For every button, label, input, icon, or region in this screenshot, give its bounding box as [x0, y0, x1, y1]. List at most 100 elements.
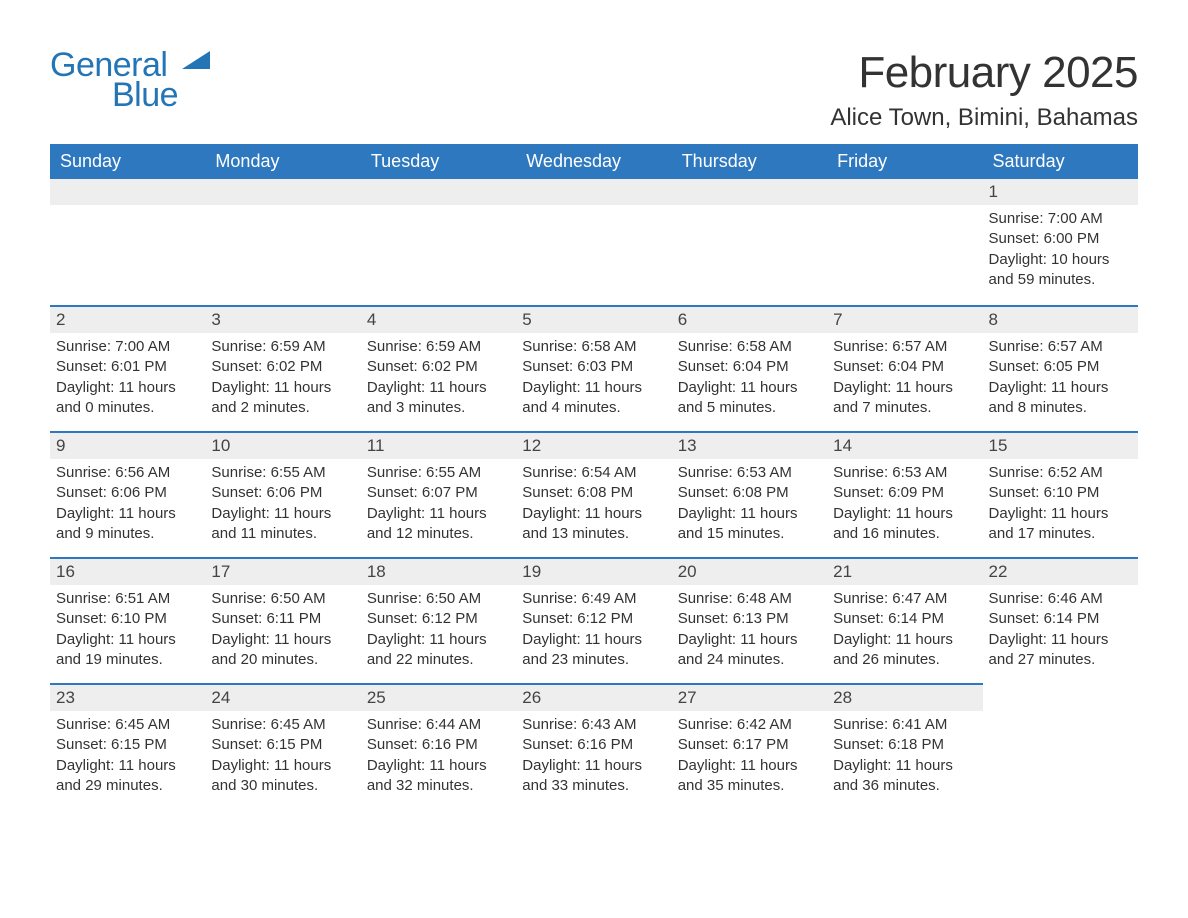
day-number: 24 [205, 683, 360, 711]
calendar-cell: 13Sunrise: 6:53 AMSunset: 6:08 PMDayligh… [672, 431, 827, 557]
month-title: February 2025 [830, 48, 1138, 98]
header: General Blue February 2025 Alice Town, B… [50, 48, 1138, 132]
day-number: 1 [983, 179, 1138, 205]
day-details: Sunrise: 6:53 AMSunset: 6:08 PMDaylight:… [672, 459, 827, 550]
day-number: 15 [983, 431, 1138, 459]
day-number: 8 [983, 305, 1138, 333]
day-number: 7 [827, 305, 982, 333]
calendar-cell: 18Sunrise: 6:50 AMSunset: 6:12 PMDayligh… [361, 557, 516, 683]
day-details: Sunrise: 6:41 AMSunset: 6:18 PMDaylight:… [827, 711, 982, 802]
day-number: 27 [672, 683, 827, 711]
day-details: Sunrise: 6:43 AMSunset: 6:16 PMDaylight:… [516, 711, 671, 802]
day-details: Sunrise: 6:50 AMSunset: 6:12 PMDaylight:… [361, 585, 516, 676]
logo-blue: Blue [112, 78, 178, 114]
calendar-cell: 8Sunrise: 6:57 AMSunset: 6:05 PMDaylight… [983, 305, 1138, 431]
calendar-cell: 5Sunrise: 6:58 AMSunset: 6:03 PMDaylight… [516, 305, 671, 431]
dow-header: Saturday [983, 144, 1138, 179]
calendar-cell: 15Sunrise: 6:52 AMSunset: 6:10 PMDayligh… [983, 431, 1138, 557]
day-number: 21 [827, 557, 982, 585]
dow-header: Monday [205, 144, 360, 179]
calendar-cell: 25Sunrise: 6:44 AMSunset: 6:16 PMDayligh… [361, 683, 516, 809]
calendar-cell: 22Sunrise: 6:46 AMSunset: 6:14 PMDayligh… [983, 557, 1138, 683]
day-details: Sunrise: 6:55 AMSunset: 6:07 PMDaylight:… [361, 459, 516, 550]
day-number: 23 [50, 683, 205, 711]
calendar-cell [361, 179, 516, 305]
day-details: Sunrise: 6:54 AMSunset: 6:08 PMDaylight:… [516, 459, 671, 550]
dow-header: Friday [827, 144, 982, 179]
day-details: Sunrise: 6:56 AMSunset: 6:06 PMDaylight:… [50, 459, 205, 550]
calendar-cell: 26Sunrise: 6:43 AMSunset: 6:16 PMDayligh… [516, 683, 671, 809]
day-number: 17 [205, 557, 360, 585]
dow-header: Sunday [50, 144, 205, 179]
day-number: 5 [516, 305, 671, 333]
day-number: 9 [50, 431, 205, 459]
calendar-cell: 20Sunrise: 6:48 AMSunset: 6:13 PMDayligh… [672, 557, 827, 683]
day-details: Sunrise: 6:47 AMSunset: 6:14 PMDaylight:… [827, 585, 982, 676]
logo-flag-icon [182, 51, 210, 69]
title-block: February 2025 Alice Town, Bimini, Bahama… [830, 48, 1138, 132]
logo: General Blue [50, 48, 210, 113]
calendar-cell: 23Sunrise: 6:45 AMSunset: 6:15 PMDayligh… [50, 683, 205, 809]
day-details: Sunrise: 6:57 AMSunset: 6:05 PMDaylight:… [983, 333, 1138, 424]
calendar-cell [205, 179, 360, 305]
day-number: 25 [361, 683, 516, 711]
day-details: Sunrise: 6:55 AMSunset: 6:06 PMDaylight:… [205, 459, 360, 550]
day-number [516, 179, 671, 205]
day-number: 20 [672, 557, 827, 585]
day-number: 6 [672, 305, 827, 333]
day-number [205, 179, 360, 205]
calendar-cell: 1Sunrise: 7:00 AMSunset: 6:00 PMDaylight… [983, 179, 1138, 305]
day-number: 10 [205, 431, 360, 459]
day-number [827, 179, 982, 205]
calendar-cell: 3Sunrise: 6:59 AMSunset: 6:02 PMDaylight… [205, 305, 360, 431]
day-details: Sunrise: 6:57 AMSunset: 6:04 PMDaylight:… [827, 333, 982, 424]
day-details: Sunrise: 6:45 AMSunset: 6:15 PMDaylight:… [205, 711, 360, 802]
dow-header: Tuesday [361, 144, 516, 179]
calendar-cell: 11Sunrise: 6:55 AMSunset: 6:07 PMDayligh… [361, 431, 516, 557]
calendar-cell: 6Sunrise: 6:58 AMSunset: 6:04 PMDaylight… [672, 305, 827, 431]
day-number: 3 [205, 305, 360, 333]
day-details: Sunrise: 6:50 AMSunset: 6:11 PMDaylight:… [205, 585, 360, 676]
calendar-body: 1Sunrise: 7:00 AMSunset: 6:00 PMDaylight… [50, 179, 1138, 809]
day-details: Sunrise: 6:48 AMSunset: 6:13 PMDaylight:… [672, 585, 827, 676]
day-details: Sunrise: 7:00 AMSunset: 6:01 PMDaylight:… [50, 333, 205, 424]
day-details: Sunrise: 6:46 AMSunset: 6:14 PMDaylight:… [983, 585, 1138, 676]
calendar-cell: 28Sunrise: 6:41 AMSunset: 6:18 PMDayligh… [827, 683, 982, 809]
calendar-cell: 24Sunrise: 6:45 AMSunset: 6:15 PMDayligh… [205, 683, 360, 809]
calendar-head: SundayMondayTuesdayWednesdayThursdayFrid… [50, 144, 1138, 179]
calendar-cell: 14Sunrise: 6:53 AMSunset: 6:09 PMDayligh… [827, 431, 982, 557]
calendar-cell [50, 179, 205, 305]
day-details: Sunrise: 6:53 AMSunset: 6:09 PMDaylight:… [827, 459, 982, 550]
day-number: 14 [827, 431, 982, 459]
calendar-cell: 17Sunrise: 6:50 AMSunset: 6:11 PMDayligh… [205, 557, 360, 683]
day-number: 2 [50, 305, 205, 333]
day-details: Sunrise: 6:51 AMSunset: 6:10 PMDaylight:… [50, 585, 205, 676]
calendar-cell: 2Sunrise: 7:00 AMSunset: 6:01 PMDaylight… [50, 305, 205, 431]
day-number: 11 [361, 431, 516, 459]
calendar-cell [983, 683, 1138, 809]
day-number: 28 [827, 683, 982, 711]
calendar-cell: 19Sunrise: 6:49 AMSunset: 6:12 PMDayligh… [516, 557, 671, 683]
location: Alice Town, Bimini, Bahamas [830, 104, 1138, 132]
calendar-cell: 9Sunrise: 6:56 AMSunset: 6:06 PMDaylight… [50, 431, 205, 557]
day-number: 16 [50, 557, 205, 585]
dow-header: Wednesday [516, 144, 671, 179]
day-number [361, 179, 516, 205]
day-number: 18 [361, 557, 516, 585]
day-details: Sunrise: 6:58 AMSunset: 6:03 PMDaylight:… [516, 333, 671, 424]
day-details: Sunrise: 7:00 AMSunset: 6:00 PMDaylight:… [983, 205, 1138, 296]
calendar-cell: 21Sunrise: 6:47 AMSunset: 6:14 PMDayligh… [827, 557, 982, 683]
calendar-cell: 4Sunrise: 6:59 AMSunset: 6:02 PMDaylight… [361, 305, 516, 431]
day-number: 4 [361, 305, 516, 333]
calendar-cell: 10Sunrise: 6:55 AMSunset: 6:06 PMDayligh… [205, 431, 360, 557]
day-details: Sunrise: 6:49 AMSunset: 6:12 PMDaylight:… [516, 585, 671, 676]
calendar-cell: 12Sunrise: 6:54 AMSunset: 6:08 PMDayligh… [516, 431, 671, 557]
day-number [672, 179, 827, 205]
day-number: 26 [516, 683, 671, 711]
day-number [50, 179, 205, 205]
day-details: Sunrise: 6:42 AMSunset: 6:17 PMDaylight:… [672, 711, 827, 802]
day-details: Sunrise: 6:44 AMSunset: 6:16 PMDaylight:… [361, 711, 516, 802]
day-details: Sunrise: 6:59 AMSunset: 6:02 PMDaylight:… [361, 333, 516, 424]
day-number: 12 [516, 431, 671, 459]
calendar-cell [516, 179, 671, 305]
